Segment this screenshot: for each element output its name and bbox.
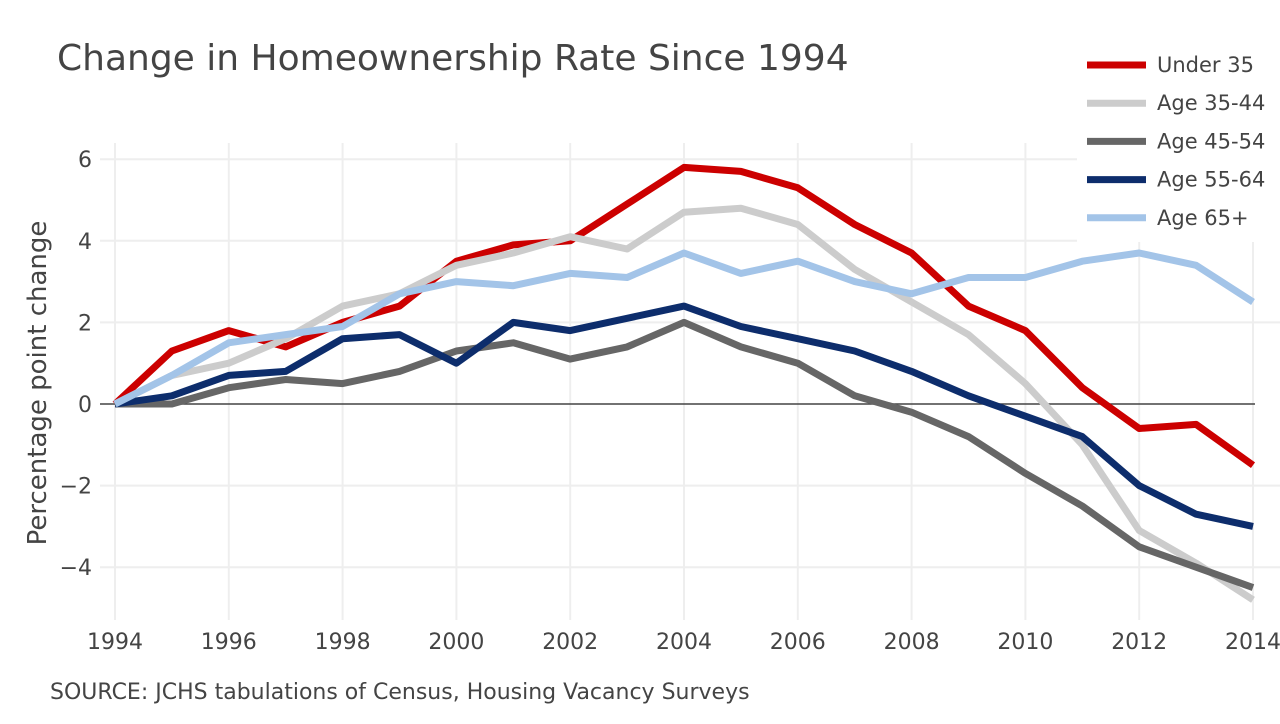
chart-title: Change in Homeownership Rate Since 1994 — [57, 38, 849, 79]
x-tick-label: 2008 — [884, 630, 940, 655]
y-tick-label: 0 — [78, 393, 92, 418]
series-line-3 — [115, 318, 1255, 591]
series-line-2 — [113, 204, 1255, 603]
legend-label: Age 35-44 — [1157, 91, 1265, 115]
legend-label: Age 45-54 — [1157, 129, 1265, 153]
y-tick-label: −4 — [60, 556, 92, 581]
x-tick-label: 2004 — [656, 630, 712, 655]
y-tick-label: 2 — [78, 311, 92, 336]
legend-label: Age 65+ — [1157, 206, 1249, 230]
x-tick-label: 2002 — [542, 630, 598, 655]
legend-label: Under 35 — [1157, 53, 1254, 77]
y-axis-ticks: −4 −2 0 2 4 6 — [60, 148, 92, 581]
x-tick-label: 2000 — [428, 630, 484, 655]
legend-label: Age 55-64 — [1157, 168, 1265, 192]
series-lines — [112, 163, 1256, 603]
series-line-1 — [112, 163, 1256, 469]
legend: Under 35 Age 35-44 Age 45-54 Age 55-64 Age 6… — [1087, 53, 1265, 230]
x-tick-label: 1996 — [201, 630, 257, 655]
x-tick-label: 2006 — [770, 630, 826, 655]
series-line-5 — [113, 249, 1255, 408]
x-tick-label: 2014 — [1225, 630, 1280, 655]
x-tick-label: 1998 — [315, 630, 371, 655]
y-tick-label: −2 — [60, 475, 92, 500]
source-note: SOURCE: JCHS tabulations of Census, Hous… — [50, 680, 750, 705]
y-tick-label: 4 — [78, 230, 92, 255]
x-tick-label: 1994 — [87, 630, 143, 655]
series-line-4 — [114, 302, 1254, 530]
y-tick-label: 6 — [78, 148, 92, 173]
x-tick-label: 2010 — [997, 630, 1053, 655]
y-axis-label: Percentage point change — [23, 221, 53, 546]
x-tick-label: 2012 — [1111, 630, 1167, 655]
x-axis-ticks: 1994 1996 1998 2000 2002 2004 2006 2008 2010 2012… — [87, 630, 1280, 655]
